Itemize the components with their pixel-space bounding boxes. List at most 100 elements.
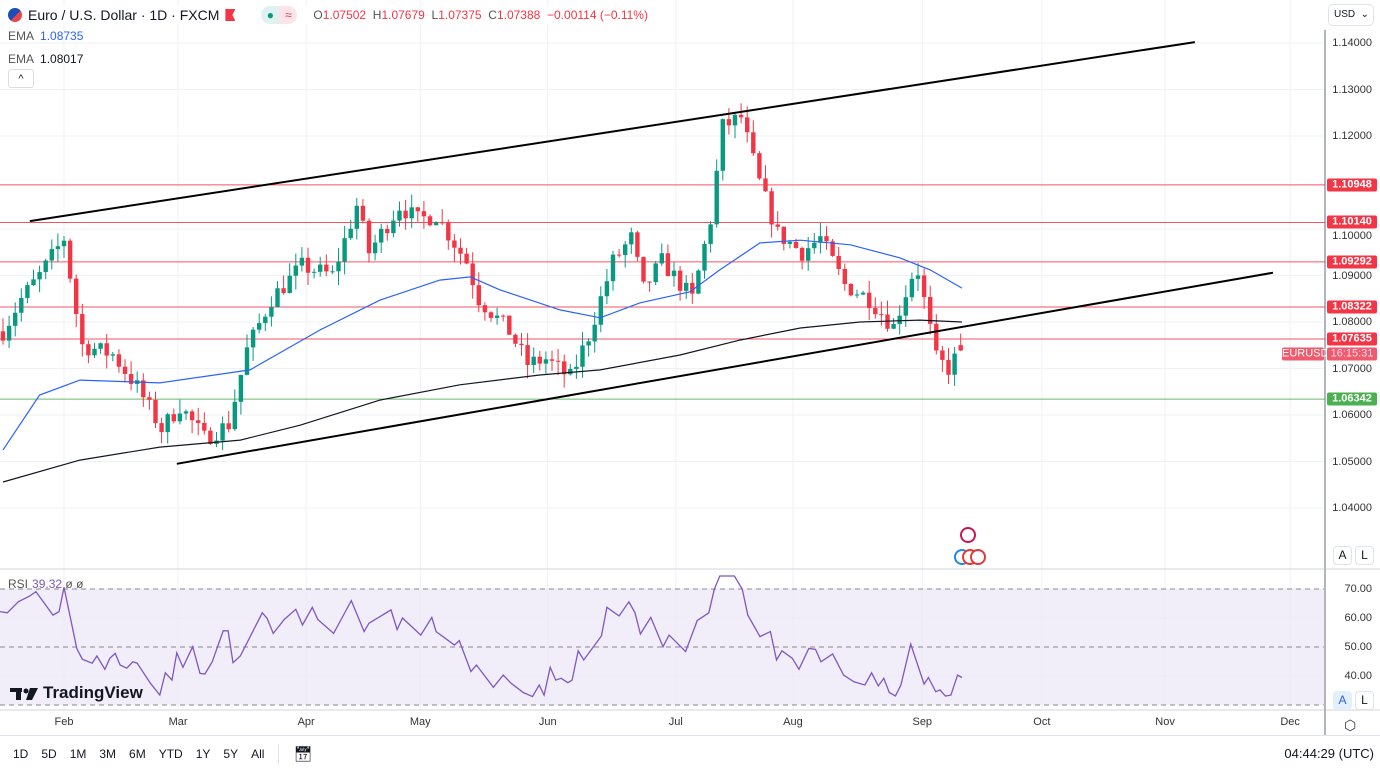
symbol-legend: Euro / U.S. Dollar · 1D · FXCM ● ≈ O1.07… bbox=[8, 6, 648, 24]
candle-body bbox=[196, 420, 201, 423]
candle-body bbox=[415, 207, 420, 212]
main-pane bbox=[0, 41, 1325, 483]
candle-body bbox=[311, 271, 317, 273]
candle-body bbox=[372, 242, 378, 254]
candle-body bbox=[433, 222, 439, 226]
candle-body bbox=[848, 283, 854, 296]
candle-body bbox=[403, 210, 408, 219]
candle-body bbox=[13, 312, 18, 326]
auto-scale-button[interactable]: A bbox=[1333, 546, 1352, 565]
candle-body bbox=[879, 314, 884, 316]
candle-body bbox=[769, 191, 774, 225]
price-tick-label: 1.07000 bbox=[1332, 362, 1372, 375]
flag-icon[interactable] bbox=[225, 9, 236, 21]
range-button-6m[interactable]: 6M bbox=[129, 746, 146, 761]
goto-date-calendar-icon[interactable]: 📅︎ bbox=[293, 745, 313, 763]
candle-body bbox=[592, 324, 597, 342]
candle-body bbox=[464, 253, 469, 264]
candle-body bbox=[806, 248, 811, 261]
candle-body bbox=[830, 241, 835, 256]
candle-body bbox=[488, 312, 494, 318]
dividend-event-icon bbox=[960, 527, 976, 543]
candle-body bbox=[684, 282, 689, 291]
candle-body bbox=[61, 240, 67, 247]
market-status[interactable]: ● ≈ bbox=[261, 6, 298, 24]
ema200-legend[interactable]: EMA 1.08017 bbox=[8, 52, 84, 66]
candle-body bbox=[671, 270, 677, 277]
candle-body bbox=[842, 268, 847, 284]
candle-body bbox=[159, 423, 164, 433]
month-label: Sep bbox=[912, 716, 933, 728]
month-label: Jun bbox=[538, 716, 557, 728]
candle-body bbox=[647, 281, 652, 283]
candle-body bbox=[421, 211, 427, 217]
rsi-auto-scale-button[interactable]: A bbox=[1333, 691, 1352, 710]
candle-body bbox=[342, 238, 347, 262]
price-tick-label: 1.06000 bbox=[1332, 409, 1372, 421]
candle-body bbox=[348, 228, 353, 239]
settings-gear-icon[interactable]: ⬡ bbox=[1344, 717, 1357, 733]
candle-body bbox=[31, 279, 36, 286]
candle-body bbox=[305, 257, 311, 273]
candle-body bbox=[757, 153, 762, 179]
rsi-tick-label: 40.00 bbox=[1344, 670, 1372, 682]
month-label: Mar bbox=[168, 716, 188, 728]
candle-body bbox=[555, 360, 561, 362]
symbol-title[interactable]: Euro / U.S. Dollar · 1D · FXCM bbox=[28, 7, 220, 23]
range-button-1y[interactable]: 1Y bbox=[195, 746, 211, 761]
range-button-3m[interactable]: 3M bbox=[99, 746, 117, 761]
rsi-legend[interactable]: RSI 39.32 ø ø bbox=[8, 577, 84, 591]
candle-body bbox=[287, 275, 292, 293]
candle-body bbox=[80, 314, 85, 345]
ema50-legend[interactable]: EMA 1.08735 bbox=[8, 29, 84, 43]
candle-body bbox=[293, 265, 298, 276]
candle-body bbox=[623, 244, 628, 256]
price-level-tag: 1.07635 bbox=[1327, 332, 1377, 346]
rsi-log-scale-button[interactable]: L bbox=[1355, 691, 1374, 710]
candle-body bbox=[793, 241, 799, 248]
chart-canvas[interactable] bbox=[0, 0, 1380, 735]
month-label: Aug bbox=[783, 716, 803, 728]
candle-body bbox=[25, 285, 30, 298]
candle-body bbox=[202, 422, 207, 431]
log-scale-button[interactable]: L bbox=[1355, 546, 1374, 565]
price-tick-label: 1.05000 bbox=[1332, 455, 1372, 468]
candle-body bbox=[915, 275, 921, 279]
candle-body bbox=[275, 288, 280, 308]
month-label: Jul bbox=[668, 716, 683, 728]
range-button-ytd[interactable]: YTD bbox=[158, 746, 183, 761]
clock[interactable]: 04:44:29 (UTC) bbox=[1284, 746, 1374, 761]
candle-body bbox=[659, 253, 664, 264]
candle-body bbox=[385, 228, 390, 234]
candle-body bbox=[470, 263, 475, 286]
candle-body bbox=[903, 297, 908, 316]
range-button-all[interactable]: All bbox=[251, 746, 265, 761]
candle-body bbox=[690, 282, 695, 294]
range-button-1m[interactable]: 1M bbox=[69, 746, 87, 761]
range-button-5y[interactable]: 5Y bbox=[223, 746, 239, 761]
candle-body bbox=[379, 228, 384, 243]
price-tick-label: 1.12000 bbox=[1332, 130, 1372, 142]
candle-body bbox=[452, 240, 457, 248]
candle-body bbox=[354, 205, 359, 229]
candle-body bbox=[165, 414, 170, 433]
trendline bbox=[176, 271, 1274, 465]
candle-body bbox=[799, 247, 805, 261]
candle-body bbox=[891, 323, 896, 329]
candle-body bbox=[19, 297, 24, 313]
candle-body bbox=[263, 316, 268, 324]
tradingview-logo[interactable]: TradingView bbox=[10, 683, 143, 703]
range-button-1d[interactable]: 1D bbox=[13, 746, 29, 761]
price-tick-label: 1.13000 bbox=[1332, 83, 1372, 96]
candle-body bbox=[928, 296, 933, 324]
range-button-5d[interactable]: 5D bbox=[41, 746, 57, 761]
candle-body bbox=[531, 356, 536, 366]
collapse-legend-button[interactable]: ^ bbox=[8, 69, 34, 88]
candle-body bbox=[818, 236, 823, 243]
candle-body bbox=[568, 368, 573, 375]
candle-body bbox=[507, 315, 512, 335]
currency-select[interactable]: USD ⌄ bbox=[1328, 4, 1374, 26]
candle-body bbox=[952, 353, 957, 375]
candle-body bbox=[635, 232, 640, 257]
candle-body bbox=[232, 401, 237, 430]
